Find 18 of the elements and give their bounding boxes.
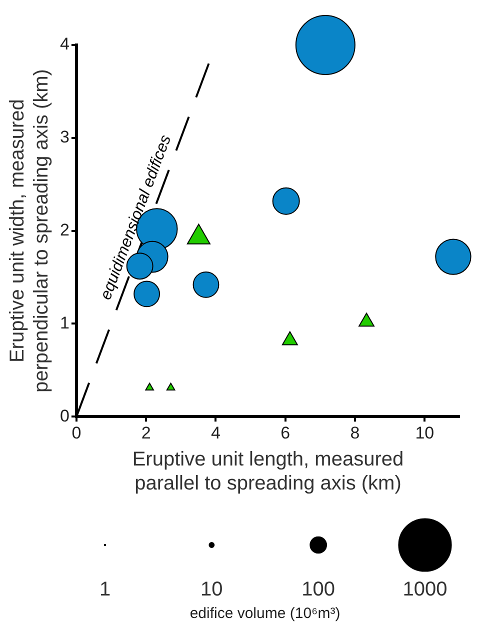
legend-label: 1000 [402, 578, 448, 601]
y-tick-label: 0 [60, 406, 70, 426]
legend-label: 1 [99, 578, 111, 601]
x-tick-label: 4 [211, 423, 220, 442]
x-tick-label: 0 [72, 423, 82, 442]
x-tick-label: 6 [280, 423, 290, 442]
y-tick-label: 4 [60, 34, 70, 54]
legend-label: 100 [302, 578, 336, 601]
legend-title: edifice volume (10⁶m³) [190, 605, 340, 622]
y-axis-title: Eruptive unit width, measured perpendicular to spreading axis (km) [6, 69, 53, 393]
y-tick-label: 2 [60, 220, 70, 240]
x-axis-title: Eruptive unit length, measured parallel to spreading axis (km) [132, 448, 404, 495]
x-tick-label: 8 [350, 423, 360, 442]
x-tick-label: 2 [141, 423, 151, 442]
legend-label: 10 [200, 578, 223, 601]
x-tick-label: 10 [415, 423, 434, 442]
y-tick-label: 1 [60, 313, 70, 332]
y-tick-label: 3 [60, 128, 70, 147]
